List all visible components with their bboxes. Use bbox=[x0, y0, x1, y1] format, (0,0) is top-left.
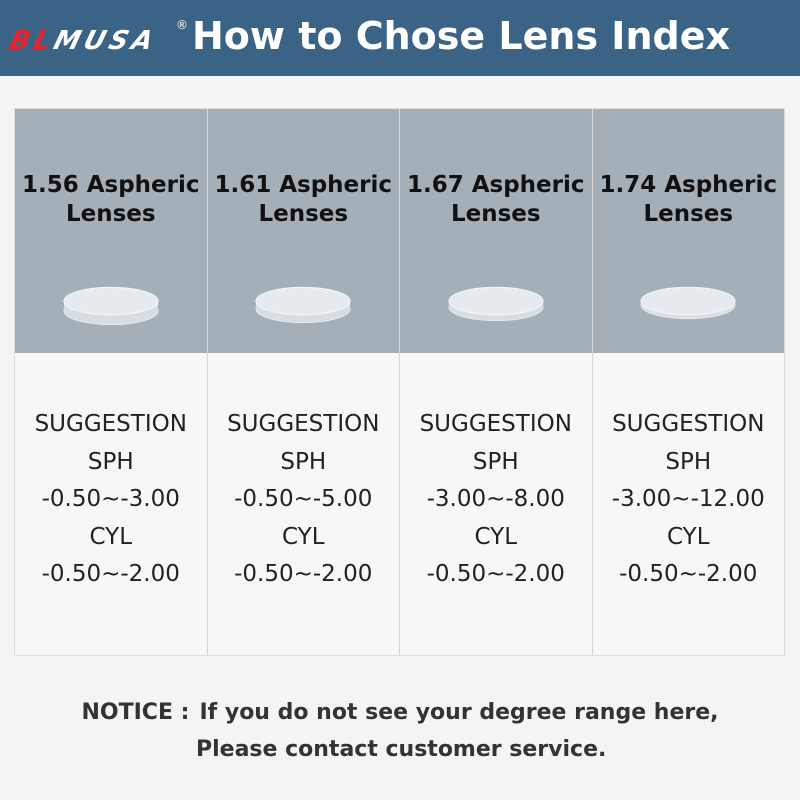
cyl-label: CYL bbox=[281, 523, 325, 550]
lens-suggestion: SUGGESTION SPH -3.00~-12.00 CYL -0.50~-2… bbox=[593, 353, 785, 655]
lens-name-line1: 1.56 Aspheric bbox=[21, 172, 200, 198]
sph-label: SPH bbox=[87, 448, 134, 475]
suggestion-label: SUGGESTION bbox=[34, 411, 187, 437]
sph-label: SPH bbox=[665, 448, 712, 475]
lens-name-line1: 1.67 Aspheric bbox=[406, 172, 585, 198]
lens-suggestion: SUGGESTION SPH -3.00~-8.00 CYL -0.50~-2.… bbox=[400, 353, 592, 655]
lens-name-line1: 1.74 Aspheric bbox=[599, 172, 778, 198]
notice: NOTICE : If you do not see your degree ra… bbox=[0, 694, 800, 768]
cyl-range: -0.50~-2.00 bbox=[234, 561, 373, 587]
lens-column: 1.74 Aspheric Lenses SUGGESTION SPH -3.00… bbox=[592, 109, 785, 655]
lens-index-table: 1.56 Aspheric Lenses SUGGESTION SPH -0.50… bbox=[14, 108, 785, 656]
lens-name: 1.67 Aspheric Lenses bbox=[400, 171, 592, 229]
lens-column: 1.56 Aspheric Lenses SUGGESTION SPH -0.50… bbox=[15, 109, 208, 655]
lens-name-line2: Lenses bbox=[258, 201, 349, 227]
cyl-range: -0.50~-2.00 bbox=[619, 561, 758, 587]
cyl-label: CYL bbox=[666, 523, 710, 550]
notice-line1: If you do not see your degree range here… bbox=[199, 700, 719, 725]
suggestion-label: SUGGESTION bbox=[612, 411, 765, 437]
lens-column: 1.67 Aspheric Lenses SUGGESTION SPH -3.00… bbox=[400, 109, 593, 655]
lens-name-line1: 1.61 Aspheric bbox=[214, 172, 393, 198]
lens-header: 1.61 Aspheric Lenses bbox=[207, 109, 400, 353]
lens-name-line2: Lenses bbox=[65, 201, 156, 227]
sph-range: -3.00~-8.00 bbox=[426, 486, 565, 512]
registered-mark: ® bbox=[176, 18, 188, 32]
lens-icon bbox=[63, 286, 159, 325]
lens-header: 1.56 Aspheric Lenses bbox=[15, 109, 207, 353]
lens-header: 1.67 Aspheric Lenses bbox=[400, 109, 592, 353]
brand-logo: BLMUSA bbox=[5, 26, 161, 56]
lens-name: 1.61 Aspheric Lenses bbox=[208, 171, 400, 229]
lens-header: 1.74 Aspheric Lenses bbox=[592, 109, 785, 353]
sph-range: -3.00~-12.00 bbox=[611, 486, 765, 512]
cyl-label: CYL bbox=[89, 523, 133, 550]
lens-icon bbox=[448, 286, 544, 322]
cyl-label: CYL bbox=[474, 523, 518, 550]
lens-suggestion: SUGGESTION SPH -0.50~-5.00 CYL -0.50~-2.… bbox=[208, 353, 400, 655]
lens-icon bbox=[255, 286, 351, 324]
lens-name-line2: Lenses bbox=[643, 201, 734, 227]
sph-label: SPH bbox=[472, 448, 519, 475]
sph-label: SPH bbox=[280, 448, 327, 475]
sph-range: -0.50~-3.00 bbox=[41, 486, 180, 512]
suggestion-label: SUGGESTION bbox=[419, 411, 572, 437]
cyl-range: -0.50~-2.00 bbox=[41, 561, 180, 587]
notice-line2: Please contact customer service. bbox=[196, 737, 607, 762]
cyl-range: -0.50~-2.00 bbox=[426, 561, 565, 587]
lens-suggestion: SUGGESTION SPH -0.50~-3.00 CYL -0.50~-2.… bbox=[15, 353, 207, 655]
sph-range: -0.50~-5.00 bbox=[234, 486, 373, 512]
header-banner: BLMUSA ® How to Chose Lens Index bbox=[0, 0, 800, 76]
page-title: How to Chose Lens Index bbox=[192, 14, 730, 58]
lens-name: 1.56 Aspheric Lenses bbox=[15, 171, 207, 229]
lens-name-line2: Lenses bbox=[450, 201, 541, 227]
lens-name: 1.74 Aspheric Lenses bbox=[593, 171, 785, 229]
notice-label: NOTICE : bbox=[81, 700, 190, 725]
suggestion-label: SUGGESTION bbox=[227, 411, 380, 437]
lens-column: 1.61 Aspheric Lenses SUGGESTION SPH -0.50… bbox=[207, 109, 400, 655]
lens-icon bbox=[640, 286, 736, 320]
